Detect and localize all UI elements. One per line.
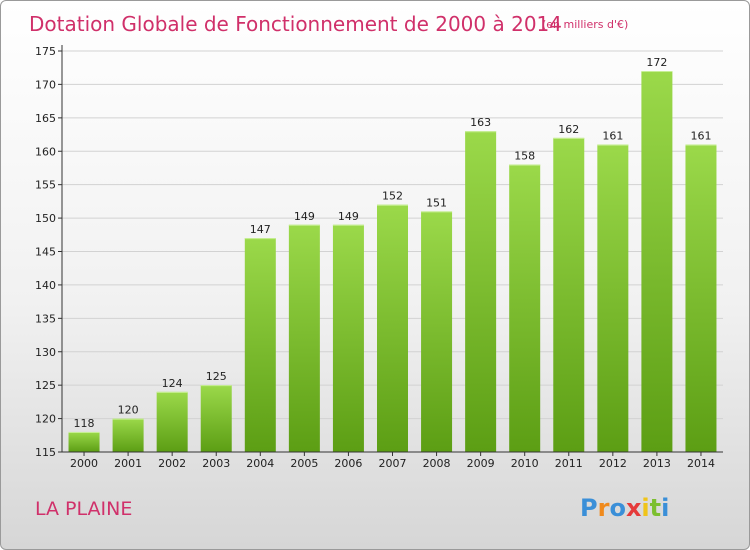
value-label: 163 — [470, 116, 491, 129]
value-label: 147 — [250, 223, 271, 236]
value-label: 161 — [602, 130, 623, 143]
value-label: 125 — [206, 370, 227, 383]
x-tick-label: 2009 — [467, 457, 495, 470]
bars: 118 120 124 125 147 149 149 152 151 163 158 162 161 1… — [68, 56, 717, 453]
bar — [156, 391, 188, 452]
bar — [465, 131, 497, 452]
y-tick-label: 130 — [35, 346, 56, 359]
x-tick-label: 2013 — [643, 457, 671, 470]
bar — [597, 144, 629, 453]
value-label: 120 — [118, 404, 139, 417]
y-tick-label: 135 — [35, 312, 56, 325]
x-tick-label: 2012 — [599, 457, 627, 470]
bar — [509, 164, 541, 452]
y-tick-label: 145 — [35, 246, 56, 259]
bar — [68, 431, 100, 452]
value-label: 124 — [162, 377, 183, 390]
x-tick-label: 2014 — [687, 457, 715, 470]
bar — [553, 137, 585, 452]
chart-title: Dotation Globale de Fonctionnement de 20… — [29, 12, 562, 36]
x-tick-label: 2003 — [202, 457, 230, 470]
y-tick-label: 120 — [35, 413, 56, 426]
bar — [421, 211, 453, 452]
y-tick-label: 165 — [35, 112, 56, 125]
x-tick-label: 2007 — [379, 457, 407, 470]
bar — [685, 144, 717, 453]
x-tick-label: 2005 — [290, 457, 318, 470]
x-tick-label: 2000 — [70, 457, 98, 470]
y-tick-label: 170 — [35, 78, 56, 91]
y-tick-label: 155 — [35, 179, 56, 192]
value-label: 149 — [294, 210, 315, 223]
bar — [377, 204, 408, 452]
value-label: 172 — [646, 56, 667, 69]
bar — [200, 385, 232, 452]
y-tick-label: 175 — [35, 45, 56, 58]
bar — [332, 224, 364, 452]
value-label: 152 — [382, 190, 403, 203]
y-tick-label: 150 — [35, 212, 56, 225]
x-tick-label: 2001 — [114, 457, 142, 470]
x-tick-label: 2011 — [555, 457, 583, 470]
bar — [641, 71, 673, 453]
chart-subtitle: (en milliers d'€) — [542, 18, 628, 31]
value-label: 118 — [74, 417, 95, 430]
proxiti-logo: Proxiti — [580, 494, 669, 522]
value-label: 149 — [338, 210, 359, 223]
value-label: 158 — [514, 150, 535, 163]
y-tick-label: 140 — [35, 279, 56, 292]
y-tick-label: 125 — [35, 379, 56, 392]
value-label: 161 — [690, 130, 711, 143]
x-tick-label: 2010 — [511, 457, 539, 470]
y-tick-label: 160 — [35, 145, 56, 158]
bar — [288, 224, 320, 452]
commune-name: LA PLAINE — [35, 498, 132, 520]
x-axis: 2000 2001 2002 2003 2004 2005 2006 2007 2008 2009… — [70, 452, 715, 470]
x-tick-label: 2004 — [246, 457, 274, 470]
y-axis: 115 120 125 130 135 140 145 150 155 160 165 170 175 — [35, 45, 62, 459]
x-tick-label: 2002 — [158, 457, 186, 470]
x-tick-label: 2006 — [334, 457, 362, 470]
x-tick-label: 2008 — [423, 457, 451, 470]
bar — [244, 238, 276, 452]
bar — [112, 418, 144, 452]
value-label: 151 — [426, 196, 447, 209]
y-tick-label: 115 — [35, 446, 56, 459]
value-label: 162 — [558, 123, 579, 136]
